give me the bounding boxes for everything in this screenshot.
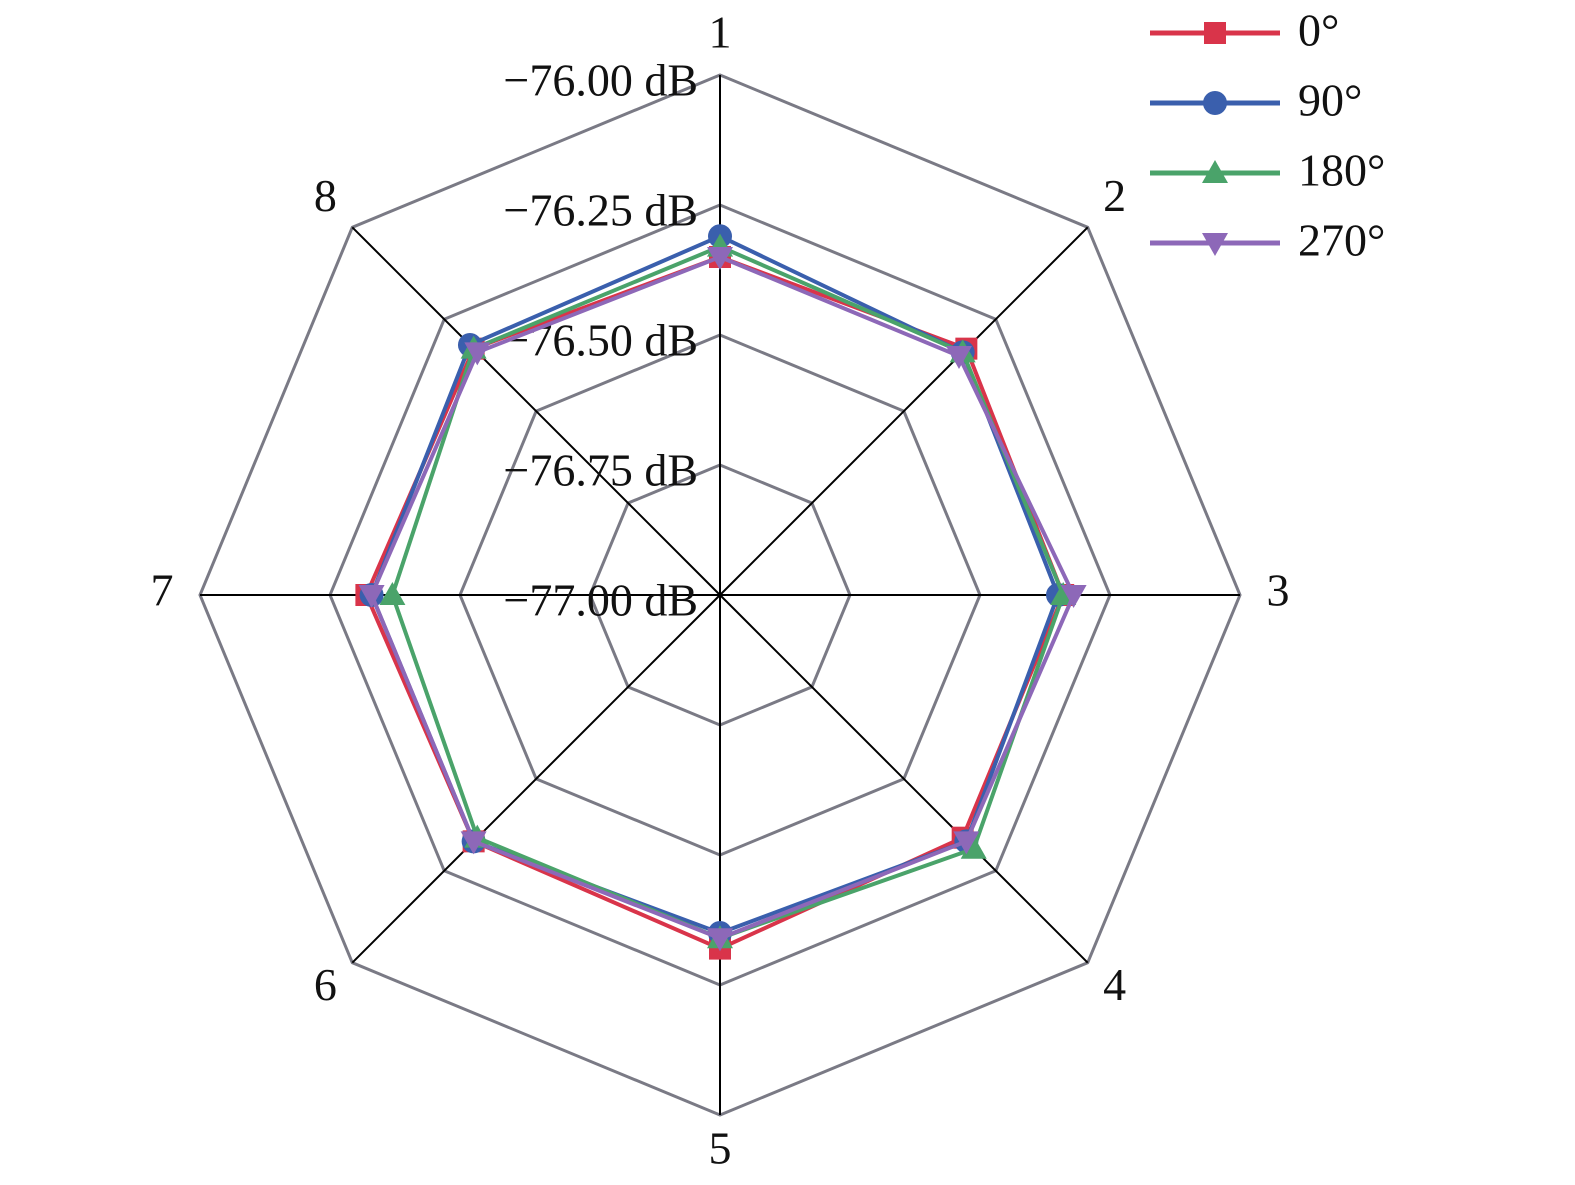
category-label: 8 xyxy=(314,170,337,221)
legend-label: 180° xyxy=(1298,145,1385,196)
y-tick-label: −76.25 dB xyxy=(503,185,698,236)
axis-spoke xyxy=(719,594,1089,964)
marker xyxy=(358,585,385,608)
marker xyxy=(464,342,491,366)
legend-label: 270° xyxy=(1298,215,1385,266)
marker xyxy=(953,831,980,855)
category-label: 6 xyxy=(314,959,337,1010)
axis-spoke xyxy=(351,594,721,964)
marker xyxy=(1202,160,1228,183)
y-tick-label: −77.00 dB xyxy=(503,575,698,626)
marker xyxy=(460,831,487,855)
category-label: 3 xyxy=(1267,565,1290,616)
category-label: 2 xyxy=(1103,170,1126,221)
y-tick-label: −76.00 dB xyxy=(503,55,698,106)
legend-label: 0° xyxy=(1298,5,1339,56)
marker xyxy=(1060,585,1087,608)
marker xyxy=(946,345,973,369)
marker xyxy=(707,928,733,952)
legend-label: 90° xyxy=(1298,75,1362,126)
category-label: 7 xyxy=(151,565,174,616)
axis-spoke xyxy=(351,226,721,596)
marker xyxy=(707,247,733,270)
marker xyxy=(1204,22,1226,44)
marker xyxy=(960,835,987,859)
category-label: 4 xyxy=(1103,959,1126,1010)
axis-spoke xyxy=(719,226,1089,596)
marker xyxy=(379,582,406,605)
marker xyxy=(1202,233,1228,256)
marker xyxy=(1203,91,1227,115)
y-tick-label: −76.75 dB xyxy=(503,445,698,496)
category-label: 1 xyxy=(709,7,732,58)
category-label: 5 xyxy=(709,1123,732,1174)
